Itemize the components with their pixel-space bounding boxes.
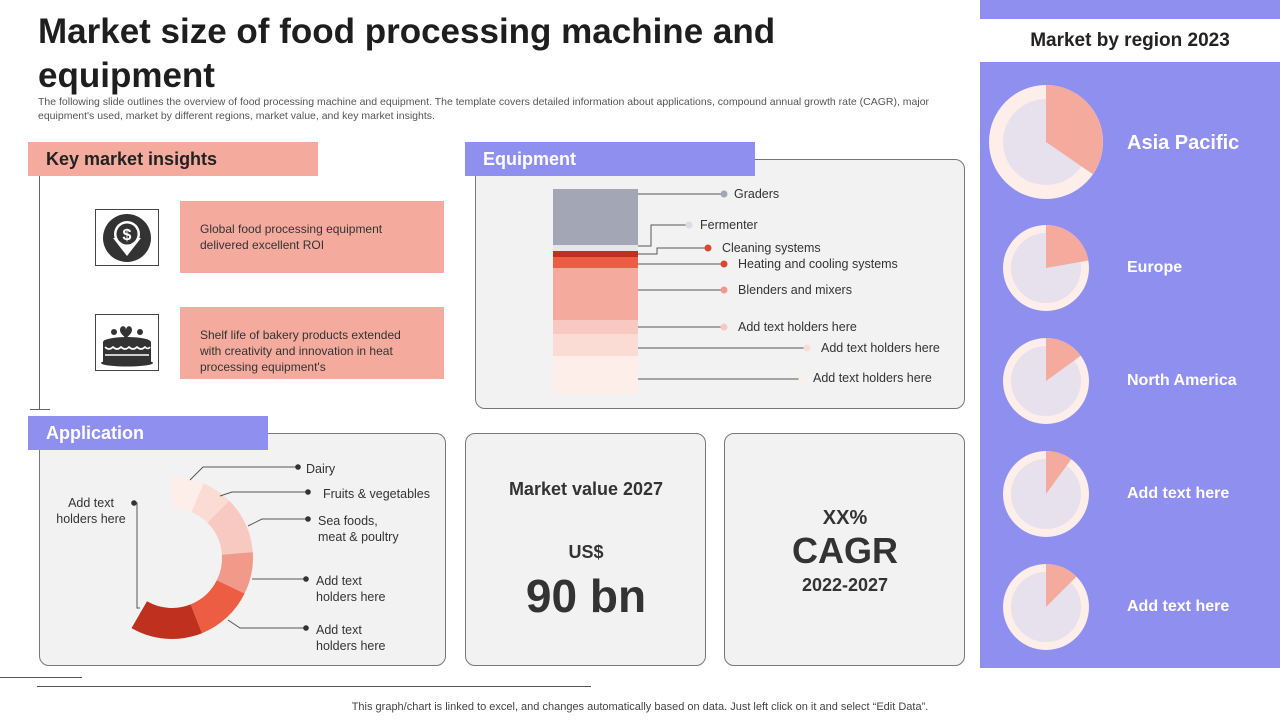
region-label-europe: Europe [1127,259,1183,276]
application-segment-left [131,601,202,639]
equipment-segment-other-2 [553,334,638,356]
equipment-label-other-1: Add text holders here [738,320,857,334]
application-segment-fruits [191,483,230,523]
equipment-label-cleaning: Cleaning systems [722,241,821,255]
equipment-tab: Equipment [465,142,755,176]
application-segment-other-2 [190,580,245,634]
equipment-segment-other-3 [553,356,638,394]
insight-card-2: Shelf life of bakery products extended w… [180,307,444,379]
cake-icon [101,325,153,366]
region-pie-charts [989,85,1103,650]
region-label-north-america: North America [1127,372,1237,389]
application-label-other-1: Add text holders here [316,574,386,604]
equipment-label-graders: Graders [734,187,780,201]
region-pie-asia-pacific [989,85,1103,199]
application-label-seafoods: Sea foods, meat & poultry [318,514,399,544]
equipment-label-heating: Heating and cooling systems [738,257,898,271]
market-value-panel: Market value 2027 US$ 90 bn [465,433,706,666]
market-value-amount: 90 bn [525,570,647,622]
region-pie-north-america [1003,338,1089,424]
application-segment-other-1 [216,552,253,594]
equipment-label-other-2: Add text holders here [821,341,940,355]
application-label-left: Add text holders here [56,496,126,526]
insight-card-1: Global food processing equipment deliver… [180,201,444,273]
insight-icon-box-2 [95,314,159,371]
equipment-segment-heating [553,257,638,268]
key-market-insights-tab: Key market insights [28,142,318,176]
equipment-label-blenders: Blenders and mixers [738,283,852,297]
equipment-stacked-bar [553,189,811,394]
equipment-segment-fermenter [553,245,638,251]
cagr-label: CAGR [792,530,898,571]
market-value-title: Market value 2027 [508,479,664,499]
region-label-asia-pacific: Asia Pacific [1127,132,1240,154]
footer-note: This graph/chart is linked to excel, and… [351,701,929,713]
equipment-label-other-3: Add text holders here [813,371,932,385]
application-label-other-2: Add text holders here [316,623,386,653]
market-value-currency: US$ [568,542,604,562]
equipment-label-fermenter: Fermenter [700,218,758,232]
region-pie-europe [1003,225,1089,311]
application-label-dairy: Dairy [306,462,336,476]
application-segment-seafoods [207,500,253,555]
application-label-fruits: Fruits & vegetables [323,487,430,501]
equipment-segment-graders [553,189,638,245]
cagr-panel: XX% CAGR 2022-2027 [724,433,965,666]
footer-divider-long [37,686,591,687]
insights-timeline-line [39,176,40,410]
equipment-segment-cleaning [553,251,638,257]
cagr-value: XX% [822,507,868,529]
region-pie-other-2 [1003,564,1089,650]
equipment-segment-other-1 [553,320,638,334]
page-subtitle: The following slide outlines the overvie… [38,96,930,122]
footer-divider-short [0,677,82,678]
insights-timeline-cap [30,409,50,410]
equipment-segment-blenders [553,268,638,320]
cagr-period: 2022-2027 [801,575,889,595]
dollar-down-icon: $ [103,213,151,262]
region-header: Market by region 2023 [980,19,1280,62]
page-title: Market size of food processing machine a… [38,12,776,95]
application-segment-dairy [172,477,204,512]
application-semi-donut [131,464,311,639]
application-tab: Application [28,416,268,450]
region-label-other-2: Add text here [1127,598,1230,615]
region-pie-other-1 [1003,451,1089,537]
insight-icon-box-1: $ [95,209,159,266]
region-label-other-1: Add text here [1127,485,1230,502]
svg-text:$: $ [123,227,132,244]
